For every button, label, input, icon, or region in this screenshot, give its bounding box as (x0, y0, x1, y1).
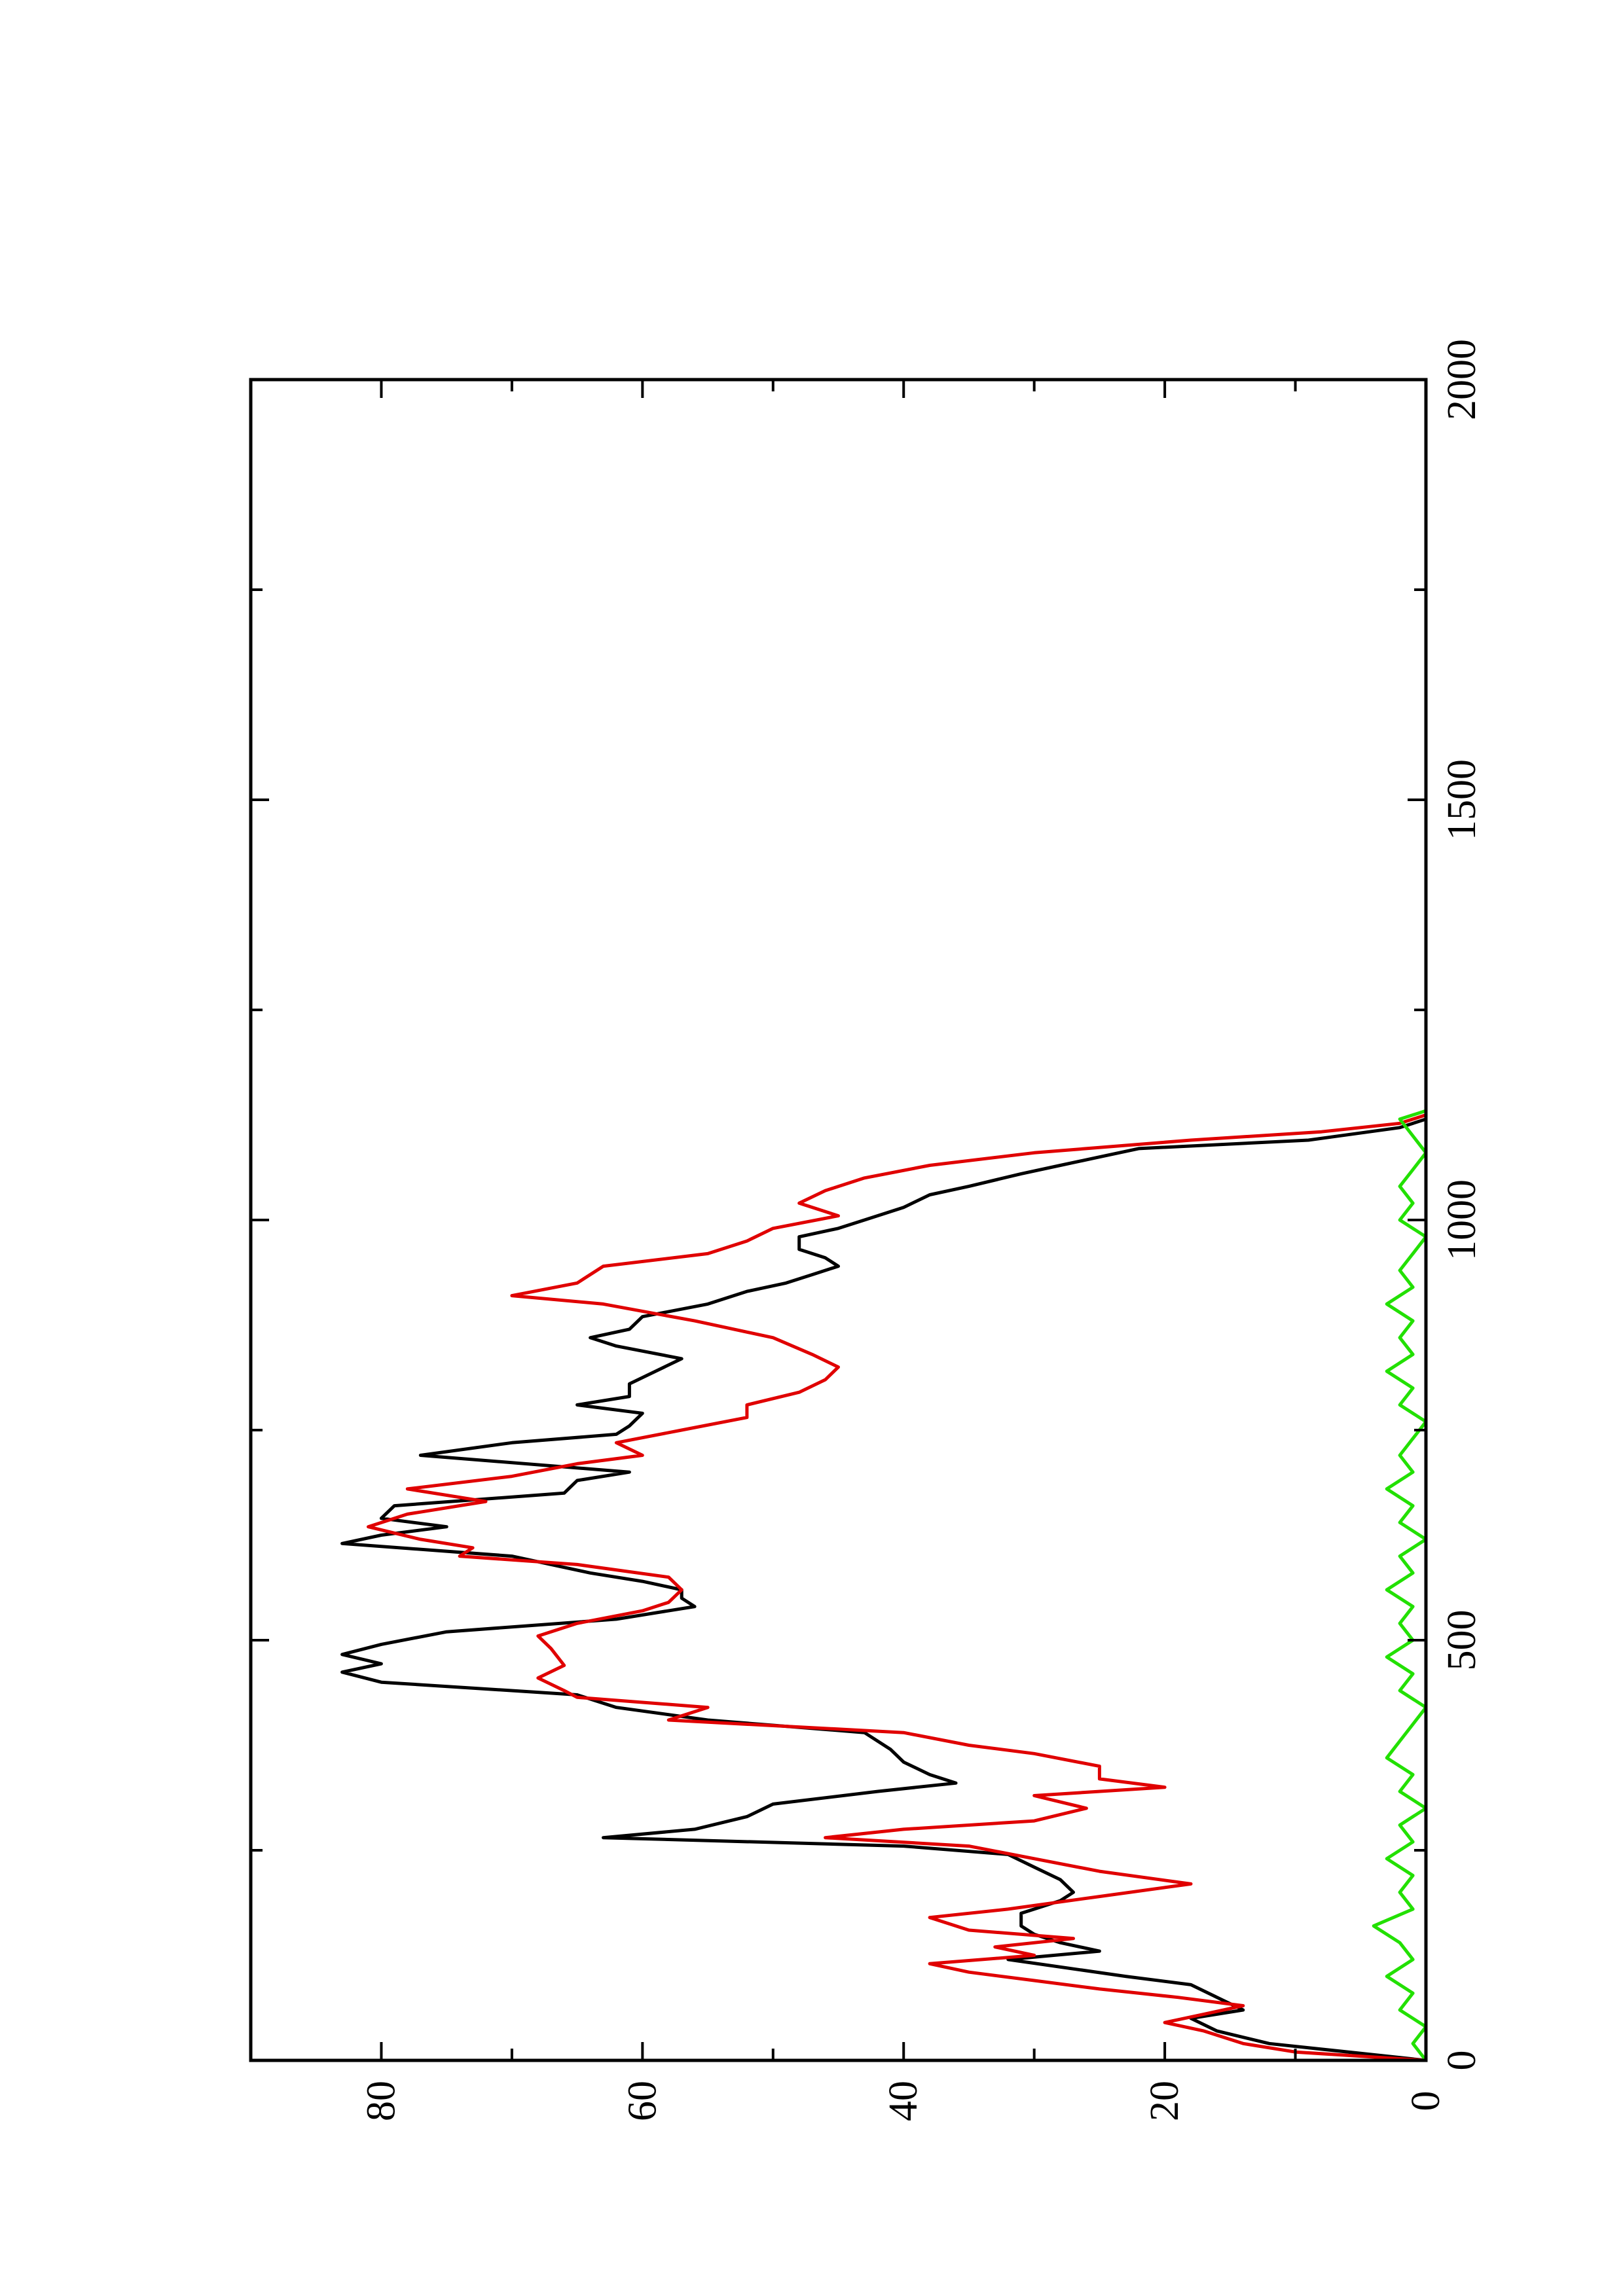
series-line-1 (340, 1117, 1427, 2062)
y-tick-label: 80 (359, 2081, 403, 2121)
y-tick-label: 0 (1404, 2091, 1448, 2111)
series-layer (340, 1109, 1428, 2062)
series-line-2 (367, 1113, 1427, 2062)
x-tick-label: 500 (1440, 1610, 1484, 1671)
tick-layer: 0 500 1000 1500 2000 0 20 40 60 80 (249, 339, 1484, 2121)
x-tick-label: 0 (1440, 2051, 1484, 2071)
y-tick-label: 40 (881, 2081, 926, 2121)
y-tick-label: 20 (1142, 2081, 1187, 2121)
series-line-3 (1372, 1109, 1428, 2062)
x-tick-label: 1000 (1440, 1179, 1484, 1261)
y-tick-label: 60 (620, 2081, 665, 2121)
x-tick-label: 1500 (1440, 759, 1484, 840)
x-tick-label: 2000 (1440, 339, 1484, 420)
